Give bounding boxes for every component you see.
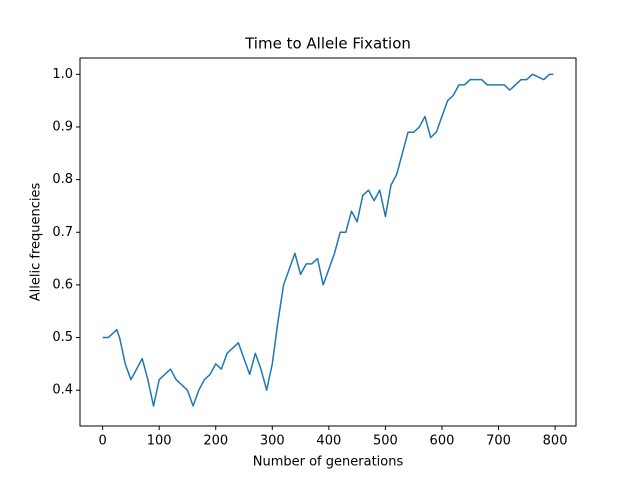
y-tick-label: 0.9 <box>52 119 73 134</box>
x-tick-label: 300 <box>260 434 285 449</box>
y-tick-label: 0.4 <box>52 383 73 398</box>
chart-title: Time to Allele Fixation <box>244 35 411 53</box>
y-tick-label: 0.7 <box>52 225 73 240</box>
plot-frame <box>79 57 577 427</box>
x-tick-label: 500 <box>373 434 398 449</box>
x-tick-label: 600 <box>430 434 455 449</box>
x-tick-label: 100 <box>147 434 172 449</box>
x-tick-label: 800 <box>543 434 568 449</box>
y-axis-label: Allelic frequencies <box>29 183 44 302</box>
y-tick-label: 0.6 <box>52 277 73 292</box>
y-tick-label: 1.0 <box>52 67 73 82</box>
x-tick-label: 200 <box>203 434 228 449</box>
x-tick-label: 400 <box>316 434 341 449</box>
x-tick-label: 700 <box>486 434 511 449</box>
y-tick-label: 0.8 <box>52 172 73 187</box>
x-tick-label: 0 <box>98 434 106 449</box>
x-axis-label: Number of generations <box>253 455 404 470</box>
data-line <box>102 73 554 407</box>
y-tick-label: 0.5 <box>52 330 73 345</box>
